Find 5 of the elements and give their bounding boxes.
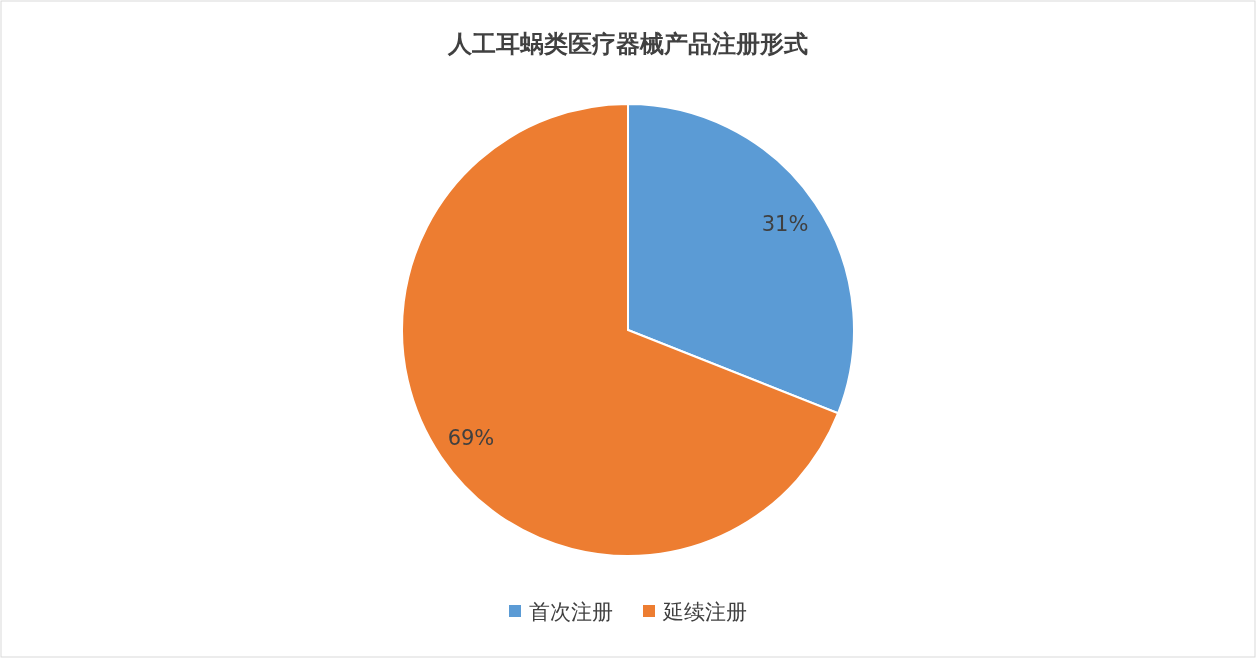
legend-label: 首次注册 [529, 600, 613, 624]
chart-title: 人工耳蜗类医疗器械产品注册形式 [447, 30, 808, 58]
legend-label: 延续注册 [662, 600, 747, 624]
data-label: 31% [761, 212, 809, 237]
data-label: 69% [447, 425, 495, 450]
